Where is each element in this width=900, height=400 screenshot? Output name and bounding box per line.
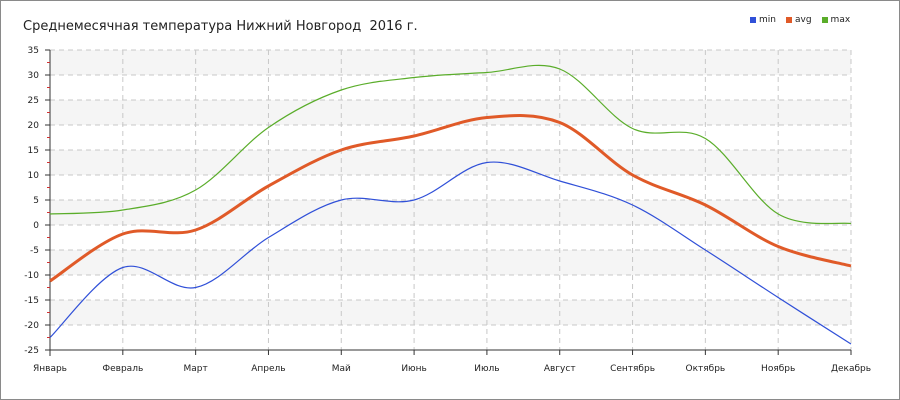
legend-swatch xyxy=(785,17,792,23)
y-tick-label: 35 xyxy=(28,46,39,56)
x-tick-label: Март xyxy=(184,364,208,374)
series-line-avg xyxy=(49,114,852,283)
band xyxy=(50,250,851,275)
y-tick-label: -15 xyxy=(24,296,39,306)
y-tick-label: -10 xyxy=(24,271,39,281)
x-tick-label: Май xyxy=(332,364,351,374)
y-tick-label: 30 xyxy=(28,71,40,81)
x-tick-label: Июнь xyxy=(401,364,427,374)
band xyxy=(50,50,851,75)
y-tick-label: 0 xyxy=(33,221,39,231)
x-tick-label: Январь xyxy=(33,364,67,374)
x-tick-label: Июль xyxy=(474,364,499,374)
y-tick-label: -20 xyxy=(24,321,39,331)
x-tick-label: Ноябрь xyxy=(761,364,795,374)
band xyxy=(50,150,851,175)
y-tick-label: -5 xyxy=(30,246,39,256)
y-tick-labels: 35 30 25 20 15 10 5 0 -5 -10 -15 -20 -25 xyxy=(24,46,50,356)
legend-item-min: min xyxy=(750,15,776,25)
legend-item-avg: avg xyxy=(785,15,812,25)
series-line-min xyxy=(49,161,852,345)
y-tick-label: 20 xyxy=(28,121,40,131)
legend: min avg max xyxy=(750,15,850,25)
y-tick-label: 10 xyxy=(28,171,40,181)
y-tick-label: 5 xyxy=(33,196,39,206)
legend-item-max: max xyxy=(821,15,851,25)
legend-swatch xyxy=(750,17,756,23)
x-tick-label: Сентябрь xyxy=(610,364,655,374)
background-bands xyxy=(50,50,851,325)
x-tick-labels: Январь Февраль Март Апрель Май Июнь Июль Август… xyxy=(33,350,871,374)
x-tick-label: Декабрь xyxy=(831,364,871,374)
legend-label: min xyxy=(759,15,776,25)
x-tick-label: Февраль xyxy=(102,364,143,374)
series-line-max xyxy=(49,64,852,225)
x-tick-label: Апрель xyxy=(251,364,285,374)
x-tick-label: Август xyxy=(544,364,576,374)
legend-label: avg xyxy=(794,15,812,25)
legend-label: max xyxy=(830,15,851,25)
legend-swatch xyxy=(821,17,828,23)
band xyxy=(50,100,851,125)
y-tick-label: 25 xyxy=(28,96,39,106)
y-tick-label: 15 xyxy=(28,146,39,156)
y-tick-label: -25 xyxy=(24,346,39,356)
band xyxy=(50,300,851,325)
x-tick-label: Октябрь xyxy=(685,364,725,374)
chart-title: Среднемесячная температура Нижний Новгор… xyxy=(23,19,418,34)
